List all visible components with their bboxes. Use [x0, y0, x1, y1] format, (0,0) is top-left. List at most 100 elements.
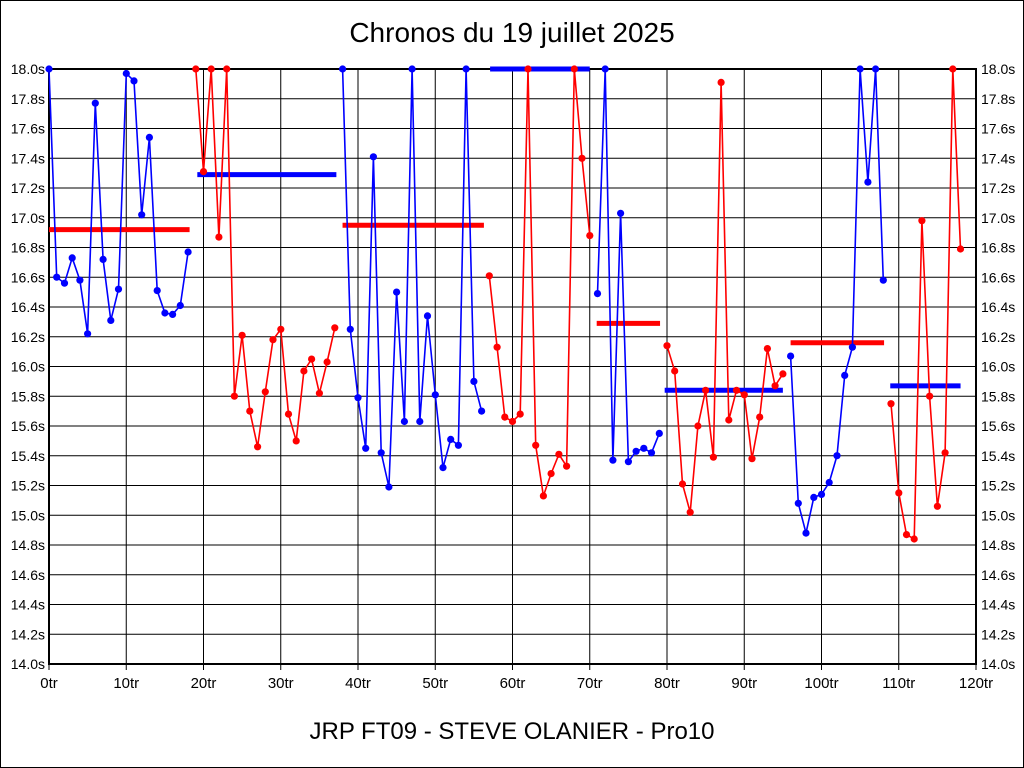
- lap-point: [756, 413, 764, 421]
- lap-point: [516, 410, 524, 418]
- lap-point: [107, 316, 115, 324]
- svg-text:90tr: 90tr: [731, 675, 757, 692]
- lap-point: [787, 352, 795, 360]
- svg-text:17.8s: 17.8s: [11, 91, 45, 107]
- lap-point: [76, 276, 84, 284]
- lap-point: [910, 535, 918, 543]
- lap-point: [246, 407, 254, 415]
- x-axis-labels: 0tr 10tr 20tr 30tr 40tr 50tr 60tr 70tr 80tr 90tr 1…: [40, 675, 993, 692]
- series-stint-4: [485, 65, 594, 500]
- lap-point: [454, 441, 462, 449]
- lap-point: [485, 272, 493, 280]
- lap-point: [269, 336, 277, 344]
- lap-point: [354, 394, 362, 402]
- lap-point: [362, 444, 370, 452]
- lap-point: [501, 413, 509, 421]
- lap-point: [532, 441, 540, 449]
- lap-point: [122, 69, 130, 78]
- lap-point: [99, 255, 107, 263]
- lap-point: [763, 345, 772, 353]
- svg-text:17.8s: 17.8s: [981, 91, 1015, 107]
- svg-text:0tr: 0tr: [40, 675, 58, 692]
- svg-text:14.2s: 14.2s: [11, 626, 45, 642]
- lap-point: [238, 331, 246, 339]
- lap-point: [400, 417, 408, 426]
- svg-text:70tr: 70tr: [577, 675, 603, 692]
- lap-point: [956, 245, 965, 253]
- svg-text:40tr: 40tr: [345, 675, 371, 692]
- svg-text:17.2s: 17.2s: [981, 180, 1015, 196]
- lap-point: [771, 382, 779, 390]
- svg-text:15.8s: 15.8s: [981, 388, 1015, 404]
- lap-point: [45, 65, 53, 73]
- lap-point: [779, 370, 787, 378]
- lap-point: [802, 529, 810, 537]
- lap-point: [138, 211, 146, 219]
- series-stint-3: [339, 65, 486, 491]
- svg-text:14.8s: 14.8s: [11, 537, 45, 553]
- lap-point: [879, 276, 887, 284]
- svg-text:14.4s: 14.4s: [981, 597, 1015, 613]
- lap-point: [524, 65, 532, 73]
- lap-point: [640, 444, 648, 452]
- lap-point: [184, 248, 192, 256]
- lap-point: [601, 65, 609, 73]
- svg-text:17.4s: 17.4s: [11, 150, 45, 166]
- svg-text:17.0s: 17.0s: [11, 210, 45, 226]
- svg-text:17.2s: 17.2s: [11, 180, 45, 196]
- lap-point: [462, 65, 470, 73]
- svg-text:16.0s: 16.0s: [981, 359, 1015, 375]
- lap-point: [547, 470, 555, 478]
- lap-point: [153, 287, 161, 295]
- lap-point: [346, 325, 354, 333]
- lap-point: [377, 449, 385, 457]
- lap-point: [439, 464, 447, 472]
- lap-point: [478, 407, 486, 415]
- chart-title: Chronos du 19 juillet 2025: [349, 17, 675, 48]
- series-stint-7: [787, 65, 887, 537]
- lap-point: [292, 437, 300, 445]
- lap-point: [539, 492, 548, 500]
- svg-text:120tr: 120tr: [959, 675, 993, 692]
- lap-point: [470, 377, 478, 385]
- lap-point: [230, 392, 238, 400]
- lap-point: [393, 288, 401, 296]
- lap-point: [315, 389, 323, 397]
- svg-text:15.2s: 15.2s: [11, 478, 45, 494]
- lap-point: [586, 232, 594, 240]
- lap-point: [895, 489, 903, 497]
- svg-text:14.6s: 14.6s: [11, 567, 45, 583]
- lap-point: [740, 391, 748, 399]
- lap-point: [609, 456, 617, 464]
- svg-text:16.2s: 16.2s: [11, 329, 45, 345]
- svg-text:15.0s: 15.0s: [981, 507, 1015, 523]
- lap-point: [647, 449, 656, 457]
- series-stint-6: [663, 78, 787, 516]
- svg-text:15.2s: 15.2s: [981, 478, 1015, 494]
- lap-point: [678, 480, 687, 488]
- svg-text:18.0s: 18.0s: [981, 61, 1015, 77]
- lap-point: [207, 65, 215, 73]
- series-stint-1: [45, 65, 192, 338]
- svg-text:15.6s: 15.6s: [981, 418, 1015, 434]
- lap-point: [671, 367, 679, 375]
- lap-point: [199, 168, 208, 176]
- lap-point: [663, 342, 671, 350]
- lap-point: [161, 309, 169, 317]
- svg-text:16.6s: 16.6s: [981, 269, 1015, 285]
- lap-point: [385, 483, 393, 491]
- lap-point: [887, 400, 895, 408]
- lap-point: [323, 358, 331, 366]
- lap-point: [732, 386, 741, 394]
- svg-text:17.6s: 17.6s: [981, 121, 1015, 137]
- lap-point: [817, 490, 826, 498]
- lap-point: [84, 330, 92, 338]
- svg-text:80tr: 80tr: [654, 675, 680, 692]
- lap-point: [254, 443, 262, 451]
- lap-point: [926, 392, 934, 400]
- lap-point: [632, 447, 640, 455]
- lap-point: [261, 388, 269, 396]
- lap-point: [416, 417, 424, 426]
